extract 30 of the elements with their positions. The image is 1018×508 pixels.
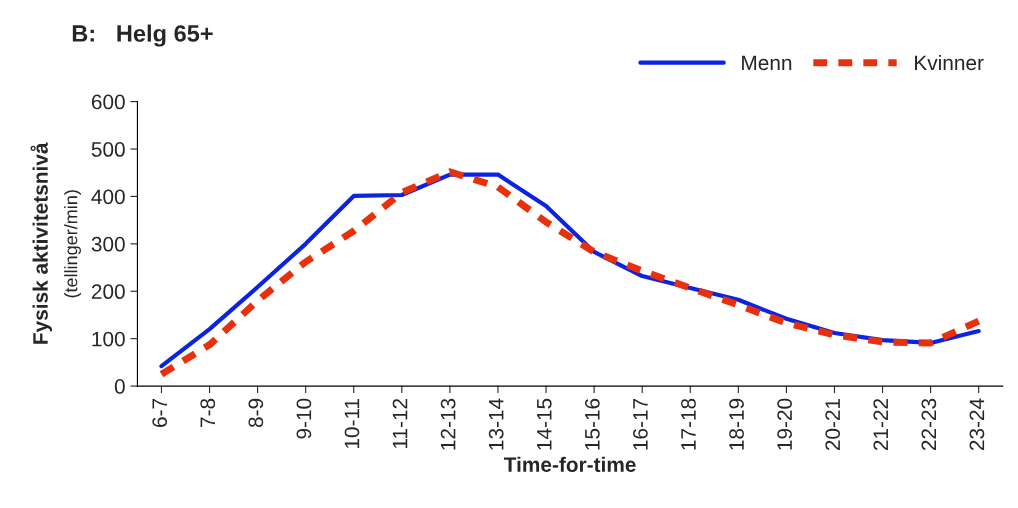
y-tick-label: 500 (91, 142, 125, 157)
x-tick-label: 22-23 (921, 398, 937, 451)
x-tick-label: 14-15 (537, 398, 552, 450)
y-tick-label: 200 (91, 284, 125, 300)
x-tick-label: 19-20 (777, 398, 792, 450)
x-tick-label: 17-18 (681, 398, 696, 450)
y-tick-label: 0 (114, 379, 125, 394)
x-tick-label: 9-10 (296, 398, 312, 439)
legend-label: Menn (742, 55, 792, 71)
y-tick-label: 600 (91, 94, 125, 110)
y-tick-label: 100 (92, 331, 125, 347)
x-axis-title: Time-for-time (503, 456, 636, 473)
x-tick-label: 18-19 (729, 398, 744, 450)
x-tick-label: 6-7 (152, 398, 168, 427)
x-tick-label: 21-22 (873, 398, 888, 451)
chart-title: B: Helg 65+ (72, 24, 213, 47)
x-tick-label: 10-11 (344, 398, 360, 449)
x-tick-label: 7-8 (200, 398, 216, 427)
y-tick-label: 300 (91, 236, 125, 252)
x-tick-label: 8-9 (248, 398, 264, 428)
x-tick-label: 23-24 (969, 398, 985, 451)
x-tick-label: 20-21 (825, 398, 841, 451)
legend-label: Kvinner (915, 54, 984, 71)
y-axis-title: Fysisk aktivitetsnivå (tellinger/min) (30, 142, 81, 344)
x-tick-label: 12-13 (440, 398, 456, 450)
x-tick-label: 16-17 (633, 398, 648, 450)
y-tick-label: 400 (91, 189, 125, 205)
x-tick-label: 13-14 (488, 398, 504, 450)
x-tick-label: 15-16 (584, 398, 600, 450)
x-tick-label: 11-12 (392, 398, 408, 449)
